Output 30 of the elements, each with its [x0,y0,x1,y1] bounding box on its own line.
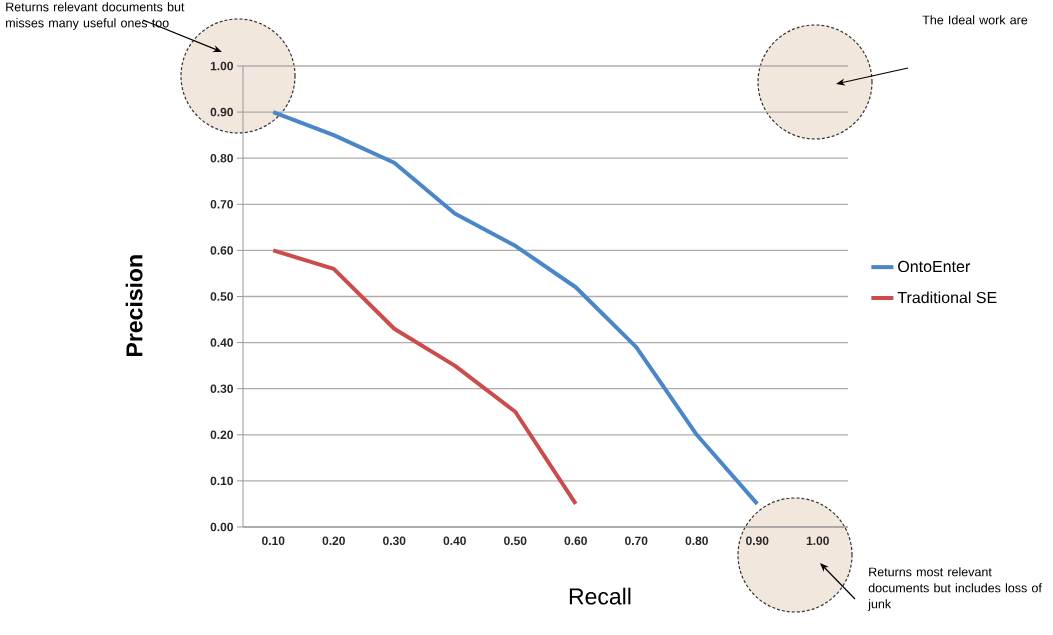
y-tick-label: 1.00 [210,61,233,71]
text: Returns most relevant documents but includes loss of junk [867,567,1042,611]
legend-label: Traditional SE [897,291,997,304]
y-axis-title: Precision [125,255,143,356]
y-tick-label: 0.60 [210,246,233,255]
y-tick-label: 0.40 [210,338,233,347]
x-tick-label: 0.40 [443,536,466,546]
x-tick-label: 0.10 [262,536,285,546]
y-tick-label: 0.90 [210,107,233,117]
y-tick-label: 0.10 [210,476,233,486]
x-tick-label: 0.30 [383,536,406,546]
line-series [271,248,578,506]
x-tick-label: 0.20 [322,536,345,546]
text: The Ideal work are [922,15,1028,25]
y-tick-label: 0.20 [210,430,233,440]
y-tick-label: 0.30 [210,384,233,393]
y-tick-label: 0.50 [210,292,233,301]
line-series [271,110,760,506]
x-axis-title: Recall [569,587,631,605]
y-tick-label: 0.00 [210,522,233,532]
legend-label: OntoEnter [898,260,971,273]
x-tick-label: 0.60 [564,536,587,546]
x-tick-label: 0.80 [685,536,708,546]
y-tick-label: 0.70 [210,200,233,209]
x-tick-label: 1.00 [806,536,829,546]
y-tick-label: 0.80 [210,153,233,163]
x-tick-label: 0.50 [504,536,527,546]
text: Returns relevant documents but misses many useful ones too [6,2,185,30]
x-tick-label: 0.90 [746,536,769,546]
x-tick-label: 0.70 [625,536,648,546]
